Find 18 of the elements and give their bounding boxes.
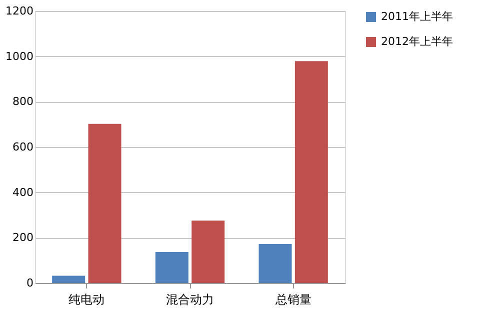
bar — [192, 220, 225, 283]
legend-label: 2011年上半年 — [381, 10, 453, 23]
y-tick-label: 1200 — [6, 4, 34, 18]
y-tick-label: 200 — [12, 231, 34, 244]
y-tick-label: 800 — [12, 95, 34, 108]
legend-label: 2012年上半年 — [381, 35, 453, 48]
bar — [52, 276, 86, 283]
bar — [258, 244, 292, 283]
x-tick-label: 混合动力 — [166, 292, 214, 306]
y-tick-label: 1000 — [6, 50, 34, 63]
y-tick-label: 0 — [26, 276, 34, 290]
y-tick-label: 600 — [12, 140, 34, 154]
x-tick-label: 纯电动 — [68, 292, 105, 306]
bar — [294, 61, 328, 283]
y-tick-label: 400 — [12, 186, 34, 199]
bar — [88, 124, 122, 283]
bar — [155, 252, 188, 283]
x-tick-label: 总销量 — [274, 292, 312, 306]
